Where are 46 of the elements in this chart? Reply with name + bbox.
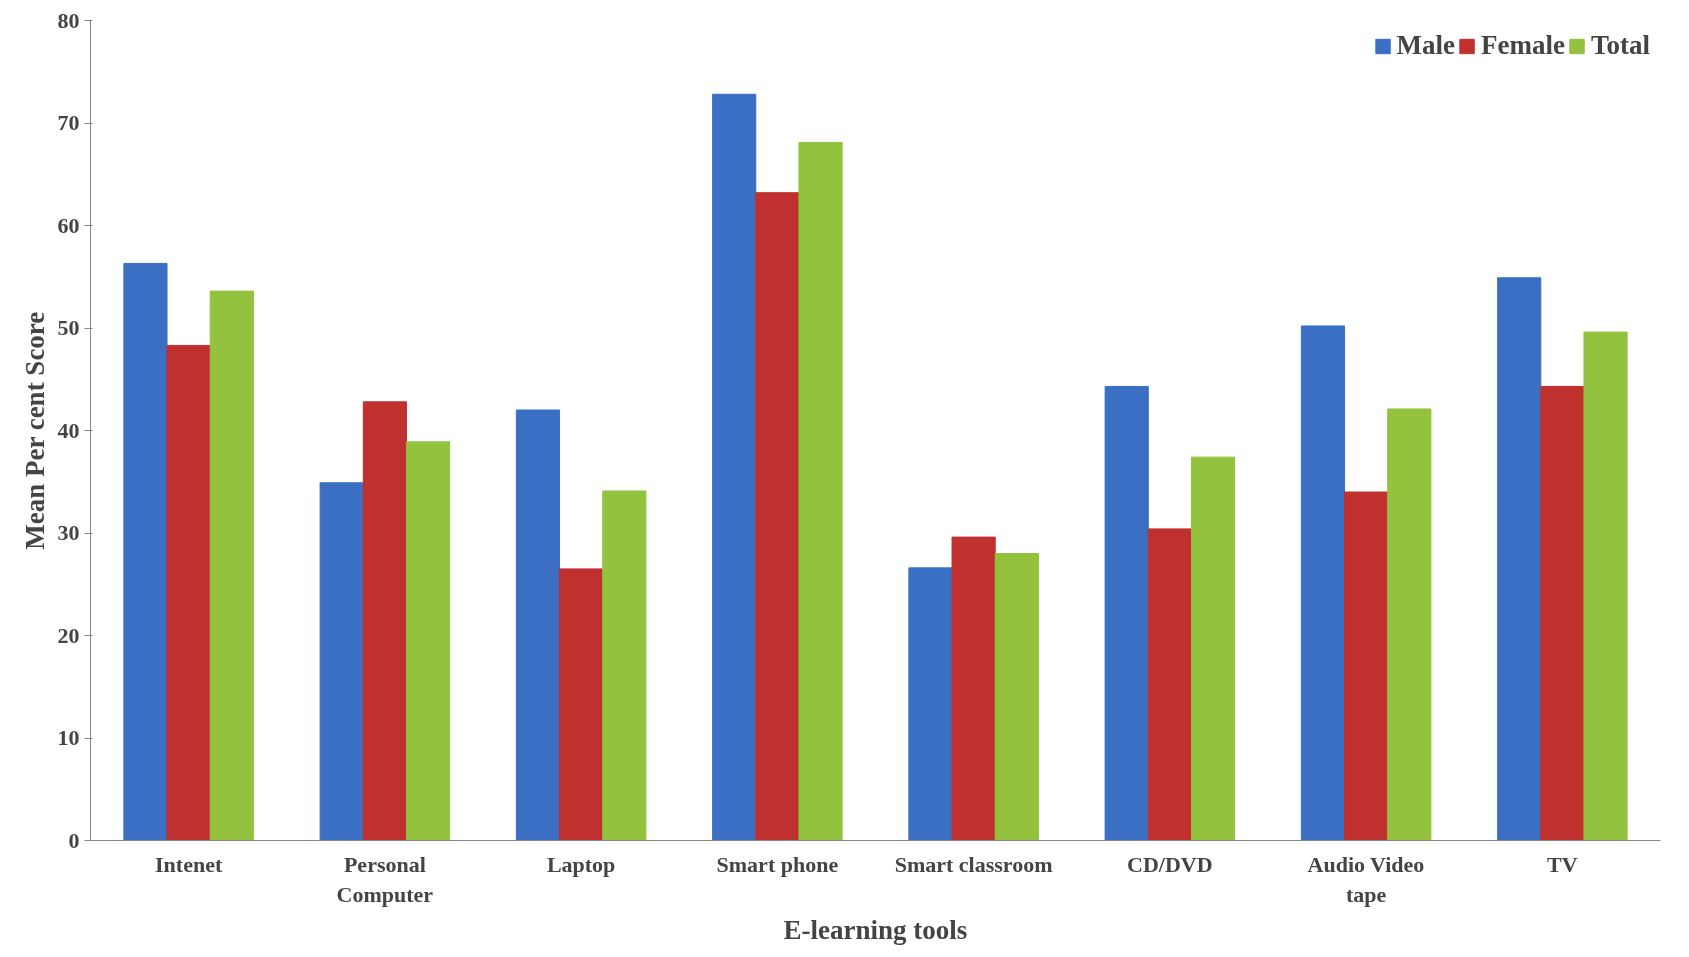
- bar: [559, 568, 604, 841]
- bar: [798, 141, 843, 841]
- bar: [755, 192, 800, 841]
- bar: [209, 290, 254, 841]
- legend-label: Male: [1396, 30, 1456, 61]
- y-tick-label: 10: [57, 725, 80, 750]
- y-tick-label: 50: [57, 315, 80, 340]
- x-tick-label: Smart phone: [716, 851, 839, 877]
- x-tick-label: Smart classroom: [894, 851, 1053, 877]
- y-tick-label: 30: [57, 520, 80, 545]
- y-tick-label: 0: [68, 827, 80, 853]
- bar: [1300, 325, 1346, 841]
- bar: [1190, 456, 1236, 841]
- legend-label: Total: [1590, 30, 1650, 61]
- x-axis-title: E-learning tools: [783, 914, 968, 945]
- x-tick-label: Audio Video tape: [1307, 851, 1425, 907]
- bar: [1497, 277, 1542, 841]
- bar: [1387, 408, 1432, 841]
- x-tick-label: Intenet: [155, 851, 223, 877]
- y-tick-label: 80: [57, 7, 80, 33]
- bar: [362, 401, 407, 841]
- y-tick-label: 20: [57, 622, 80, 648]
- bar: [405, 441, 451, 841]
- bar: [166, 344, 211, 841]
- legend-label: Female: [1481, 30, 1565, 61]
- bar: [994, 553, 1039, 841]
- bar: [1104, 385, 1149, 841]
- x-tick-label: TV: [1547, 851, 1578, 877]
- x-tick-label: CD/DVD: [1127, 851, 1213, 877]
- bar: [515, 409, 561, 841]
- bar: [951, 536, 996, 841]
- bar: [712, 93, 757, 841]
- bar: [1540, 385, 1585, 841]
- y-axis-title: Mean Per cent Score: [19, 311, 50, 550]
- bar: [123, 262, 168, 841]
- y-tick-label: 70: [57, 110, 80, 135]
- bar: [1147, 528, 1192, 841]
- bar: [1344, 491, 1389, 841]
- y-tick-label: 60: [57, 212, 80, 238]
- x-tick-label: Personal Computer: [336, 851, 434, 907]
- bar: [602, 490, 647, 841]
- x-tick-label: Laptop: [546, 851, 616, 877]
- bar: [319, 482, 364, 841]
- bar: [908, 567, 953, 841]
- y-tick-label: 40: [57, 417, 80, 443]
- bar: [1583, 331, 1628, 841]
